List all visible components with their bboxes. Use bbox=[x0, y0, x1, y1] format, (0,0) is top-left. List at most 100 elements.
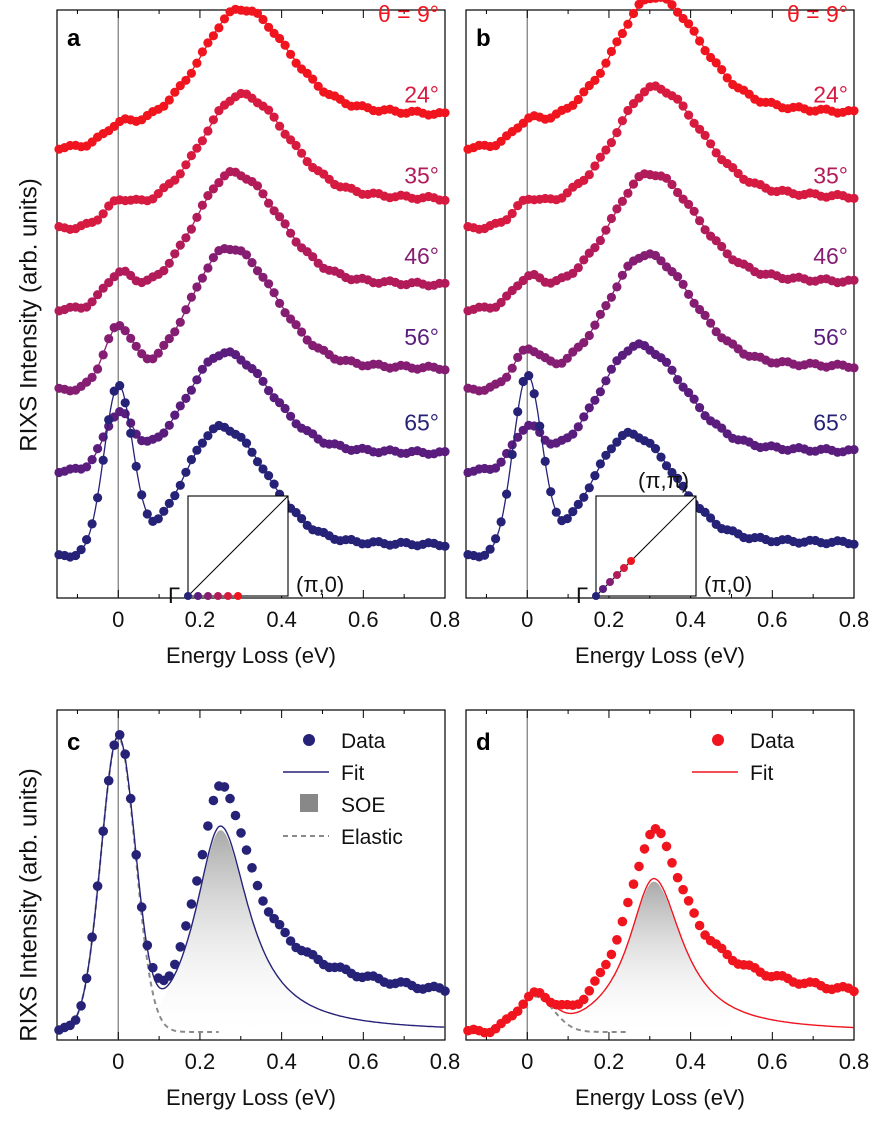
data-point bbox=[512, 1006, 523, 1016]
data-point bbox=[103, 775, 114, 786]
data-point bbox=[153, 514, 163, 524]
series-3 bbox=[463, 249, 859, 396]
data-point bbox=[275, 298, 285, 308]
data-point bbox=[717, 65, 727, 75]
data-point bbox=[606, 46, 617, 57]
series-1 bbox=[54, 88, 450, 234]
panel-letter: c bbox=[67, 729, 80, 756]
data-point bbox=[584, 986, 595, 996]
data-point bbox=[92, 881, 103, 891]
data-point bbox=[148, 962, 158, 973]
data-point bbox=[628, 879, 639, 889]
data-point bbox=[225, 793, 235, 804]
data-point bbox=[214, 23, 224, 33]
data-point bbox=[175, 401, 185, 411]
data-point bbox=[93, 444, 103, 454]
data-point bbox=[440, 278, 450, 288]
data-point bbox=[678, 481, 688, 491]
data-point bbox=[170, 959, 180, 970]
data-point bbox=[252, 181, 263, 191]
panel-letter: d bbox=[476, 729, 491, 756]
data-point bbox=[264, 471, 274, 481]
data-point bbox=[612, 204, 622, 214]
data-point bbox=[175, 942, 186, 952]
data-point bbox=[181, 467, 191, 477]
series-label: 46° bbox=[404, 243, 439, 269]
x-tick-label: 0 bbox=[112, 1049, 124, 1074]
data-point bbox=[197, 438, 207, 448]
series-line bbox=[56, 94, 445, 230]
data-point bbox=[313, 81, 323, 91]
inset-point bbox=[214, 592, 222, 600]
data-point bbox=[700, 310, 710, 320]
data-point bbox=[606, 949, 617, 960]
data-point bbox=[275, 212, 285, 222]
x-axis-label: Energy Loss (eV) bbox=[575, 643, 745, 668]
data-point bbox=[849, 445, 859, 455]
data-point bbox=[612, 37, 622, 47]
data-point bbox=[264, 279, 274, 289]
data-point bbox=[706, 513, 716, 523]
data-point bbox=[667, 179, 677, 190]
data-point bbox=[612, 437, 622, 447]
data-point bbox=[518, 376, 528, 387]
data-point bbox=[275, 121, 285, 131]
data-point bbox=[197, 364, 207, 374]
data-point bbox=[142, 940, 153, 951]
x-tick-label: 0.8 bbox=[839, 1049, 870, 1074]
data-point bbox=[684, 289, 694, 299]
data-point bbox=[562, 514, 572, 524]
data-point bbox=[269, 288, 279, 298]
data-point bbox=[297, 327, 307, 337]
data-point bbox=[197, 849, 208, 860]
data-point bbox=[606, 213, 617, 224]
legend-label: Data bbox=[341, 730, 386, 753]
data-point bbox=[590, 471, 600, 481]
data-point bbox=[192, 58, 202, 68]
data-point bbox=[513, 432, 523, 442]
data-point bbox=[81, 973, 92, 984]
inset-point bbox=[204, 592, 212, 600]
data-point bbox=[181, 75, 191, 85]
data-point bbox=[706, 139, 716, 149]
data-point bbox=[104, 278, 114, 288]
data-point bbox=[612, 128, 622, 138]
data-point bbox=[186, 385, 196, 395]
data-point bbox=[590, 976, 600, 986]
data-point bbox=[601, 145, 611, 155]
data-point bbox=[689, 298, 699, 308]
data-point bbox=[258, 896, 268, 906]
data-point bbox=[181, 160, 191, 170]
data-point bbox=[175, 317, 185, 327]
plot-frame bbox=[465, 9, 855, 599]
data-point bbox=[579, 412, 589, 422]
data-point bbox=[192, 212, 202, 222]
data-point bbox=[673, 473, 683, 483]
data-point bbox=[203, 431, 213, 441]
data-point bbox=[71, 550, 81, 561]
data-point bbox=[192, 445, 202, 455]
data-point bbox=[590, 395, 600, 405]
data-point bbox=[673, 94, 683, 104]
legend-label: Data bbox=[750, 730, 795, 753]
x-tick-label: 0.4 bbox=[675, 607, 706, 632]
data-point bbox=[440, 541, 450, 551]
data-point bbox=[507, 449, 517, 460]
data-point bbox=[684, 199, 694, 209]
data-point bbox=[269, 206, 279, 216]
data-point bbox=[302, 157, 312, 167]
inset-point bbox=[627, 557, 635, 565]
data-point bbox=[297, 514, 307, 524]
data-point bbox=[291, 140, 301, 151]
data-point bbox=[236, 828, 246, 838]
data-point bbox=[126, 428, 136, 438]
panel-c: 0 0.2 0.4 0.6 0.8 Energy Loss (eV) c Data Fit SOE… bbox=[54, 709, 460, 1110]
data-point bbox=[159, 340, 169, 350]
data-point bbox=[170, 491, 180, 501]
data-point bbox=[480, 550, 490, 560]
data-point bbox=[170, 87, 180, 97]
series-4 bbox=[463, 339, 859, 478]
legend-box bbox=[300, 794, 318, 812]
x-tick-label: 0.4 bbox=[675, 1049, 706, 1074]
data-point bbox=[76, 1001, 86, 1011]
